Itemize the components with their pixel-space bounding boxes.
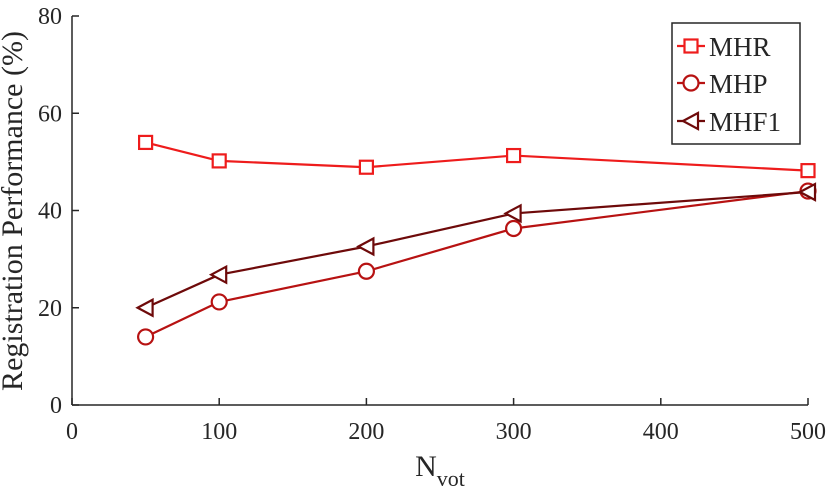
legend-marker-mhp [682,74,700,92]
legend-marker-mhf1 [680,111,700,131]
x-tick-label: 400 [643,419,679,445]
series-group [135,134,817,346]
y-tick-label: 40 [38,199,62,225]
data-point-mhf1 [208,264,228,285]
series-mhp [137,182,817,346]
legend-marker-mhr [683,38,699,54]
data-point-mhr [138,134,154,151]
series-line-mhp [145,189,809,338]
y-tick-label: 80 [38,4,62,30]
data-point-mhr [358,159,374,175]
axis-ticks: 0 100 200 300 400 500 0 20 40 60 80 [38,4,826,445]
y-tick-label: 60 [38,101,62,127]
y-axis-label: Registration Performance (%) [0,31,29,391]
legend: MHR MHP MHF1 [671,22,801,145]
data-point-mhr [506,147,522,164]
series-mhf1 [135,182,817,318]
series-line-mhr [145,141,809,172]
x-tick-label: 500 [790,419,826,445]
x-axis-label: Nvot [415,450,465,491]
data-point-mhf1 [797,182,817,202]
data-point-mhp [137,328,155,346]
data-point-mhf1 [356,236,375,257]
x-tick-label: 100 [201,419,237,445]
y-tick-label: 20 [38,296,62,322]
series-line-mhf1 [145,190,809,309]
legend-label-mhp: MHP [709,69,768,99]
data-point-mhf1 [503,203,522,224]
legend-label-mhr: MHR [709,32,771,62]
x-tick-label: 200 [348,419,384,445]
x-axis-label-subscript: vot [437,466,465,491]
data-point-mhp [504,219,523,238]
data-point-mhr [800,163,816,179]
x-tick-label: 300 [496,419,532,445]
data-point-mhr [211,153,227,169]
data-point-mhp [210,293,228,311]
x-tick-label: 0 [66,419,78,445]
data-point-mhp [357,262,375,280]
y-tick-label: 0 [50,393,62,419]
data-point-mhf1 [135,297,154,318]
legend-label-mhf1: MHF1 [709,107,781,137]
series-mhr [138,134,816,179]
